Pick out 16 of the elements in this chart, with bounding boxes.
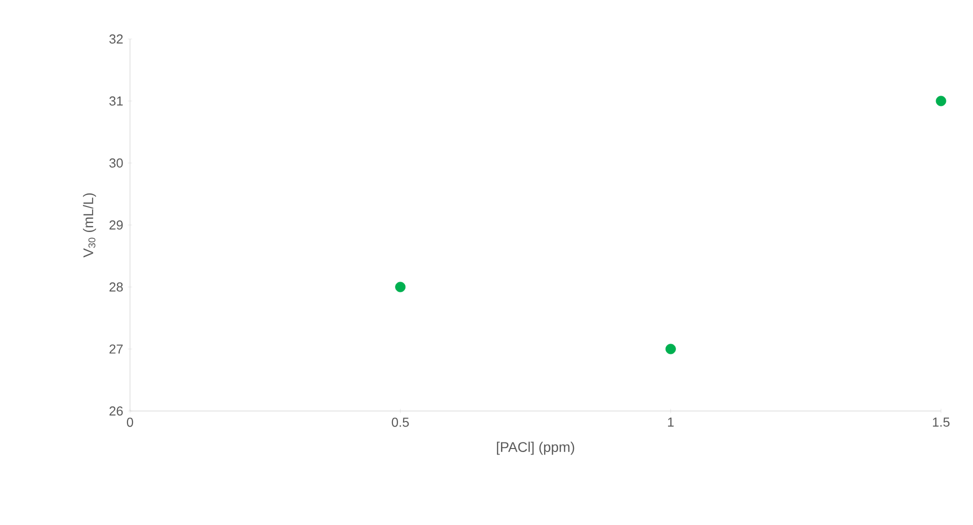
y-tick-label: 27 [110, 344, 123, 354]
y-axis-title: V$_{30}$ (mL/L) [82, 193, 96, 258]
x-tick-label: 0 [126, 418, 134, 427]
point [665, 344, 676, 354]
point [395, 282, 406, 292]
y-tick-label: 30 [109, 158, 123, 168]
y-tick-label: 32 [109, 34, 123, 44]
x-tick-label: 1 [668, 418, 674, 427]
y-tick-label: 29 [110, 220, 123, 230]
x-tick-label: 1.5 [932, 418, 950, 427]
x-axis-title: [PACl] (ppm) [496, 442, 574, 455]
y-tick-label: 26 [110, 406, 123, 416]
y-tick-label: 28 [110, 282, 123, 292]
y-tick-label: 31 [109, 96, 123, 106]
x-tick-label: 0.5 [392, 418, 409, 427]
point [936, 96, 946, 106]
